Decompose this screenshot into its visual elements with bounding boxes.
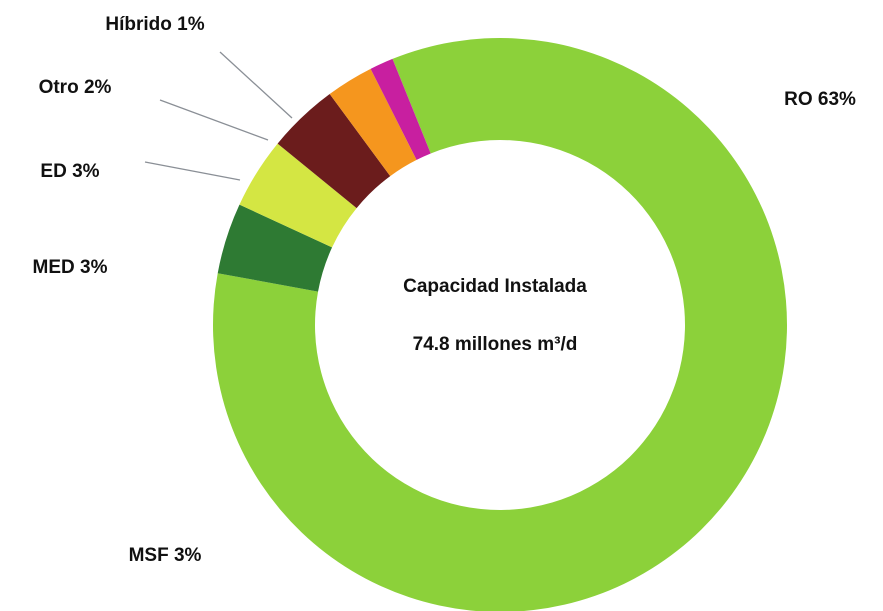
slice-value-label: 63% xyxy=(818,89,856,110)
slice-label: Otro 2% xyxy=(39,77,112,98)
slice-name: RO xyxy=(784,89,813,110)
donut-slice xyxy=(213,38,788,611)
slice-label: MED 3% xyxy=(33,257,108,278)
donut-slice xyxy=(217,204,333,292)
slice-value-label: 1% xyxy=(177,14,205,35)
slice-name: ED xyxy=(40,161,66,182)
slice-label: ED 3% xyxy=(40,161,99,182)
donut-slice xyxy=(329,68,417,177)
slice-name: Otro xyxy=(39,77,79,98)
slice-name: MSF xyxy=(129,545,169,566)
slice-name: Híbrido xyxy=(105,14,172,35)
slice-value-label: 3% xyxy=(80,257,108,278)
leader-lines xyxy=(144,51,293,181)
center-subtitle: 74.8 millones m³/d xyxy=(413,334,578,355)
slice-label: MSF 3% xyxy=(129,545,202,566)
slice-label: Híbrido 1% xyxy=(105,14,204,35)
donut-slice xyxy=(370,58,431,160)
center-title: Capacidad Instalada xyxy=(403,276,587,297)
slice-name: MED xyxy=(33,257,75,278)
donut-slice xyxy=(277,93,391,209)
leader-line xyxy=(144,161,241,181)
slice-value-label: 3% xyxy=(174,545,202,566)
slice-value-label: 2% xyxy=(84,77,112,98)
slice-label: RO 63% xyxy=(784,89,856,110)
slice-value-label: 3% xyxy=(72,161,100,182)
leader-line xyxy=(219,51,293,119)
donut-slice xyxy=(239,143,357,248)
leader-line xyxy=(159,99,269,141)
